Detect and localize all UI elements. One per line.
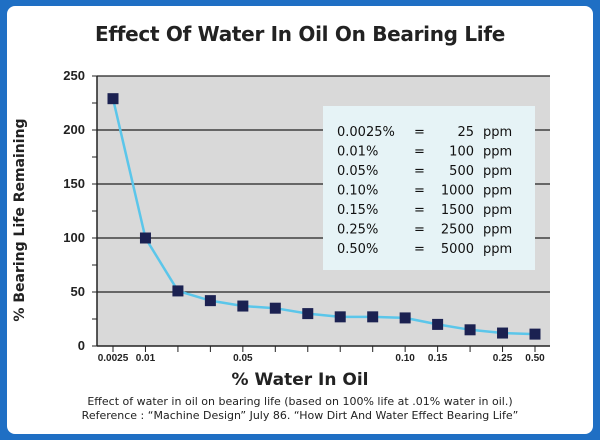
data-point [432,318,444,330]
x-tick-label: 0.10 [395,353,415,364]
table-ppm-value: 5000 [441,242,474,257]
table-percent: 0.01% [337,145,378,160]
data-point [172,285,184,297]
y-tick-label: 250 [63,68,85,83]
table-equals: = [414,184,425,199]
y-tick-label: 50 [71,284,85,299]
data-point [269,302,281,314]
data-point [367,311,379,323]
y-tick-label: 150 [63,176,85,191]
table-percent: 0.0025% [337,125,395,140]
table-unit: ppm [483,223,512,238]
conversion-table [323,106,535,270]
y-tick-label: 200 [63,122,85,137]
x-tick-label: 0.15 [428,353,448,364]
data-point [464,324,476,336]
data-point [399,312,411,324]
caption-line-2: Reference : “Machine Design” July 86. “H… [81,409,519,422]
chart-title: Effect Of Water In Oil On Bearing Life [95,22,505,46]
table-ppm-value: 1500 [441,203,474,218]
table-percent: 0.25% [337,223,378,238]
table-unit: ppm [483,145,512,160]
table-ppm-value: 25 [457,125,474,140]
data-point [139,232,151,244]
table-percent: 0.05% [337,164,378,179]
y-tick-label: 100 [63,230,85,245]
data-point [204,295,216,307]
data-point [107,93,119,105]
data-point [334,311,346,323]
table-ppm-value: 1000 [441,184,474,199]
table-unit: ppm [483,164,512,179]
table-unit: ppm [483,184,512,199]
x-tick-label: 0.25 [493,353,513,364]
table-ppm-value: 2500 [441,223,474,238]
table-percent: 0.15% [337,203,378,218]
table-unit: ppm [483,125,512,140]
table-ppm-value: 100 [449,145,474,160]
table-ppm-value: 500 [449,164,474,179]
table-equals: = [414,223,425,238]
table-equals: = [414,203,425,218]
data-point [497,327,509,339]
table-equals: = [414,242,425,257]
caption-line-1: Effect of water in oil on bearing life (… [87,395,513,408]
x-tick-label: 0.0025 [98,353,129,364]
x-tick-label: 0.05 [233,353,253,364]
data-point [237,300,249,312]
data-point [302,308,314,320]
table-equals: = [414,125,425,140]
table-unit: ppm [483,242,512,257]
x-tick-label: 0.50 [525,353,545,364]
table-unit: ppm [483,203,512,218]
y-tick-label: 0 [78,338,85,353]
x-tick-label: 0.01 [136,353,156,364]
table-equals: = [414,164,425,179]
data-point [529,328,541,340]
table-equals: = [414,145,425,160]
table-percent: 0.50% [337,242,378,257]
x-axis-label: % Water In Oil [231,370,369,390]
table-percent: 0.10% [337,184,378,199]
